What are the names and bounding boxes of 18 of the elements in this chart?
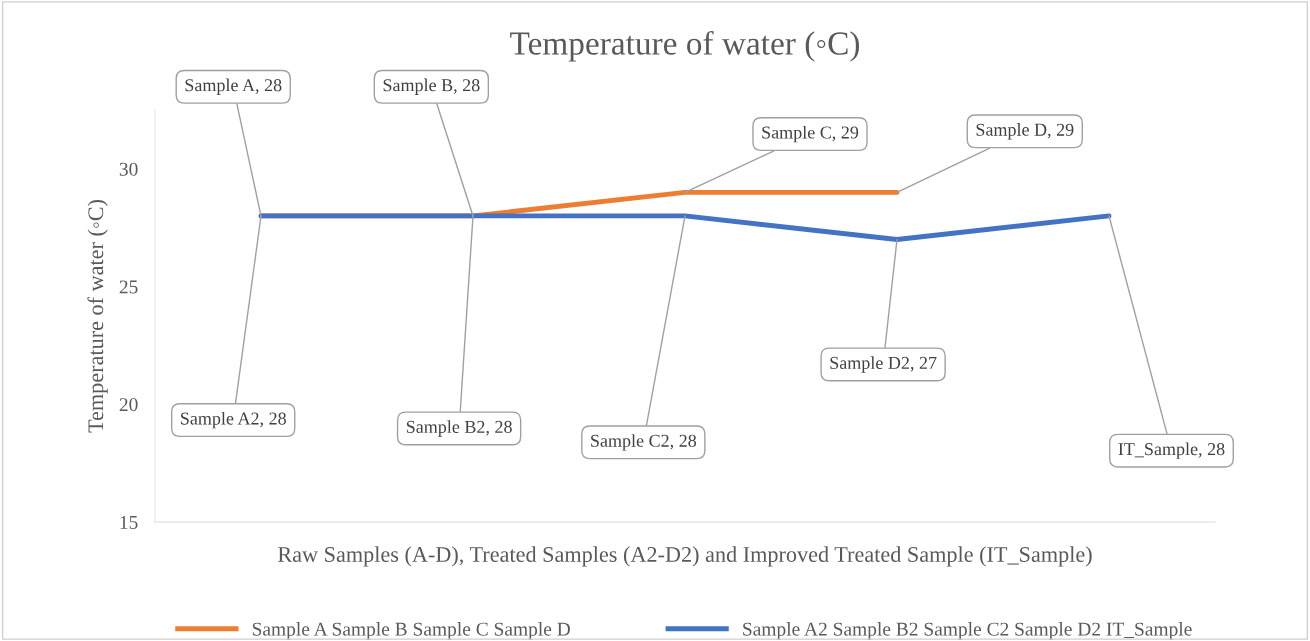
- data-label: Sample C, 29: [762, 125, 859, 143]
- data-label: IT_Sample, 28: [1118, 442, 1225, 459]
- y-tick-label: 15: [120, 515, 138, 529]
- legend-label: Sample A Sample B Sample C Sample D: [252, 622, 570, 640]
- data-label: Sample B, 28: [383, 78, 480, 95]
- chart-title: Temperature of water (◦C): [510, 30, 860, 62]
- data-label: Sample A2, 28: [181, 411, 286, 429]
- y-axis-title: Temperature of water (◦C): [87, 199, 108, 433]
- legend-label: Sample A2 Sample B2 Sample C2 Sample D2 IT_Sample: [743, 622, 1192, 640]
- data-label: Sample D, 29: [976, 123, 1074, 140]
- x-axis-title: Raw Samples (A-D), Treated Samples (A2-D2) and Improved Treated Sample (IT_Sample): [277, 546, 1092, 567]
- data-label: Sample C2, 28: [591, 434, 697, 451]
- y-tick-label: 20: [119, 398, 138, 412]
- y-tick-label: 25: [119, 280, 138, 294]
- y-tick-label: 30: [119, 162, 138, 176]
- data-label: Sample D2, 27: [830, 356, 937, 373]
- data-label: Sample B2, 28: [406, 420, 512, 437]
- data-label: Sample A, 28: [185, 78, 282, 95]
